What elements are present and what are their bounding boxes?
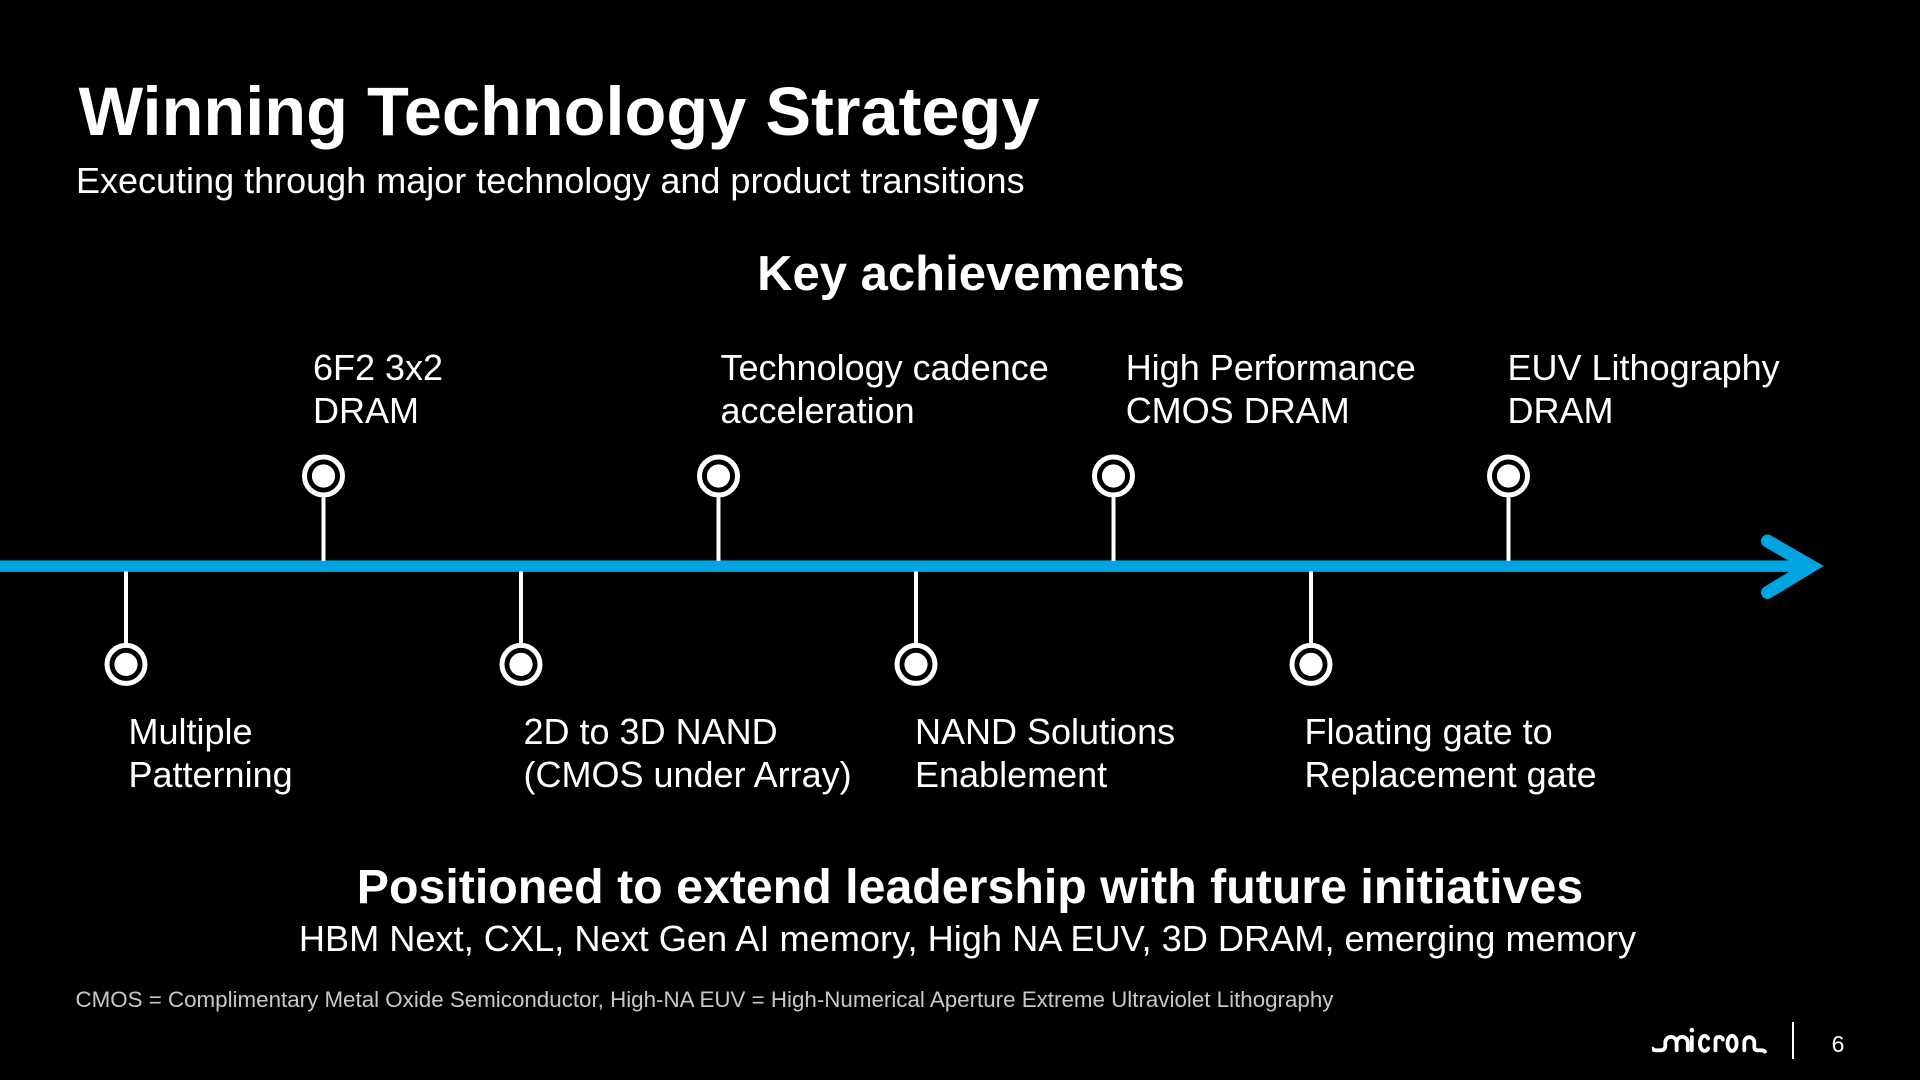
milestone-label-line: NAND Solutions <box>915 710 1176 752</box>
milestone-label-line: Multiple <box>128 710 253 752</box>
milestone-label-2d-to-3d-nand: 2D to 3D NAND (CMOS under Array) <box>524 710 852 796</box>
closing-heading: Positioned to extend leadership with fut… <box>356 860 1584 915</box>
milestone-dot <box>311 464 336 488</box>
page-number: 6 <box>1831 1030 1845 1057</box>
milestone-dot <box>904 652 928 677</box>
milestone-label-line: CMOS DRAM <box>1125 389 1350 431</box>
milestone-label-line: Floating gate to <box>1304 710 1553 752</box>
footer-divider <box>1792 1022 1794 1059</box>
milestone-marker-above-4 <box>1487 454 1530 561</box>
milestone-dot <box>114 652 138 677</box>
logo-letter-m <box>1652 1035 1679 1053</box>
milestone-marker-below-3 <box>894 571 938 686</box>
timeline-arrow-head <box>1761 534 1824 599</box>
milestone-dot <box>509 652 533 677</box>
milestone-label-line: DRAM <box>1507 389 1614 431</box>
milestone-label-line: DRAM <box>313 389 419 431</box>
milestone-marker-above-2 <box>697 454 740 561</box>
milestone-label-line: Enablement <box>915 753 1108 795</box>
milestone-label-multiple-patterning: Multiple Patterning <box>129 710 293 796</box>
footnote: CMOS = Complimentary Metal Oxide Semicon… <box>75 987 1334 1013</box>
key-achievements-heading: Key achievements <box>757 247 1185 301</box>
milestone-dot <box>1496 464 1521 488</box>
logo-letter-n <box>1742 1035 1767 1054</box>
milestone-label-line: Patterning <box>128 753 293 795</box>
slide-title: Winning Technology Strategy <box>78 72 1040 150</box>
milestone-marker-above-1 <box>302 454 345 561</box>
milestone-label-line: High Performance <box>1125 346 1416 388</box>
milestone-dot <box>1299 652 1323 677</box>
logo-letter-c <box>1698 1034 1710 1053</box>
milestone-label-line: (CMOS under Array) <box>523 753 852 795</box>
milestone-label-high-performance-cmos: High Performance CMOS DRAM <box>1126 346 1416 432</box>
milestone-label-6f2-3x2-dram: 6F2 3x2 DRAM <box>313 346 443 432</box>
milestone-dot <box>1101 464 1126 488</box>
timeline-arrow-shaft <box>0 560 1812 572</box>
micron-logo <box>1652 1027 1767 1054</box>
milestone-label-line: EUV Lithography <box>1507 346 1780 388</box>
milestone-marker-above-3 <box>1092 454 1135 561</box>
milestone-label-technology-cadence: Technology cadence acceleration <box>721 346 1049 432</box>
logo-letter-r <box>1713 1035 1725 1053</box>
logo-letter-o <box>1725 1033 1739 1053</box>
logo-letter-m-arch <box>1674 1035 1690 1053</box>
milestone-label-line: 2D to 3D NAND <box>523 710 778 752</box>
milestone-marker-below-1 <box>104 571 148 686</box>
milestone-marker-below-4 <box>1289 571 1333 686</box>
milestone-label-line: Technology cadence <box>720 346 1049 388</box>
milestone-marker-below-2 <box>499 571 543 686</box>
milestone-label-line: acceleration <box>720 389 915 431</box>
milestone-label-nand-solutions: NAND Solutions Enablement <box>915 710 1175 796</box>
milestone-dot <box>1689 1027 1695 1033</box>
milestone-dot <box>706 464 731 488</box>
milestone-label-floating-gate: Floating gate to Replacement gate <box>1305 710 1597 796</box>
slide-subtitle: Executing through major technology and p… <box>76 159 1025 201</box>
milestone-label-line: 6F2 3x2 <box>313 346 444 388</box>
closing-subheading: HBM Next, CXL, Next Gen AI memory, High … <box>298 918 1637 960</box>
milestone-label-euv-lithography: EUV Lithography DRAM <box>1508 346 1780 432</box>
milestone-label-line: Replacement gate <box>1304 753 1597 795</box>
